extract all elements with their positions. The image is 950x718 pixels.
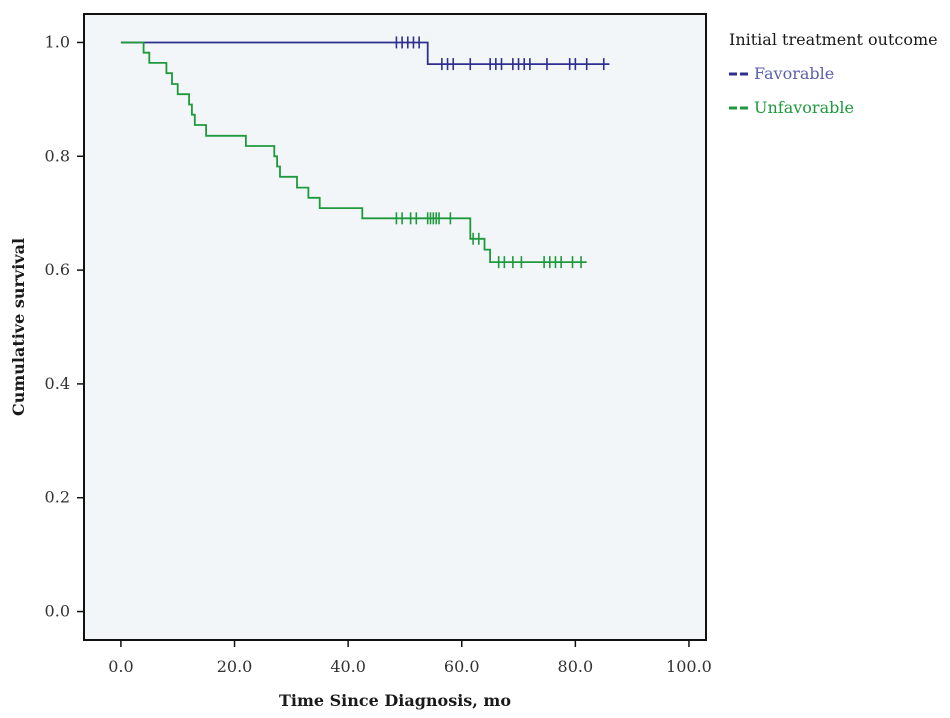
legend-label-favorable: Favorable xyxy=(754,64,834,83)
y-tick-label: 0.2 xyxy=(45,488,70,507)
x-tick-label: 40.0 xyxy=(330,657,366,676)
series-unfavorable-line xyxy=(120,41,587,264)
y-axis-title: Cumulative survival xyxy=(9,238,28,416)
plot-area xyxy=(84,14,706,640)
y-tick-label: 0.8 xyxy=(45,146,70,165)
legend-title: Initial treatment outcome xyxy=(729,30,938,49)
y-tick-label: 0.6 xyxy=(45,260,70,279)
axis-layer: 0.0 20.0 40.0 60.0 80.0 100.0 0.0 0.2 0.4 0.6 0.8 1… xyxy=(45,13,712,676)
x-tick-label: 0.0 xyxy=(108,657,133,676)
legend: Initial treatment outcome Favorable Unfav… xyxy=(729,30,938,117)
y-tick-label: 1.0 xyxy=(45,32,70,51)
x-tick-label: 80.0 xyxy=(558,657,594,676)
x-tick-label: 60.0 xyxy=(444,657,480,676)
y-tick-label: 0.4 xyxy=(45,374,70,393)
legend-label-unfavorable: Unfavorable xyxy=(754,98,854,117)
plot-frame xyxy=(83,13,707,641)
x-tick-label: 20.0 xyxy=(217,657,253,676)
x-tick-label: 100.0 xyxy=(666,657,712,676)
x-axis-title: Time Since Diagnosis, mo xyxy=(279,691,511,710)
y-tick-label: 0.0 xyxy=(45,602,70,621)
series-layer xyxy=(120,36,610,269)
